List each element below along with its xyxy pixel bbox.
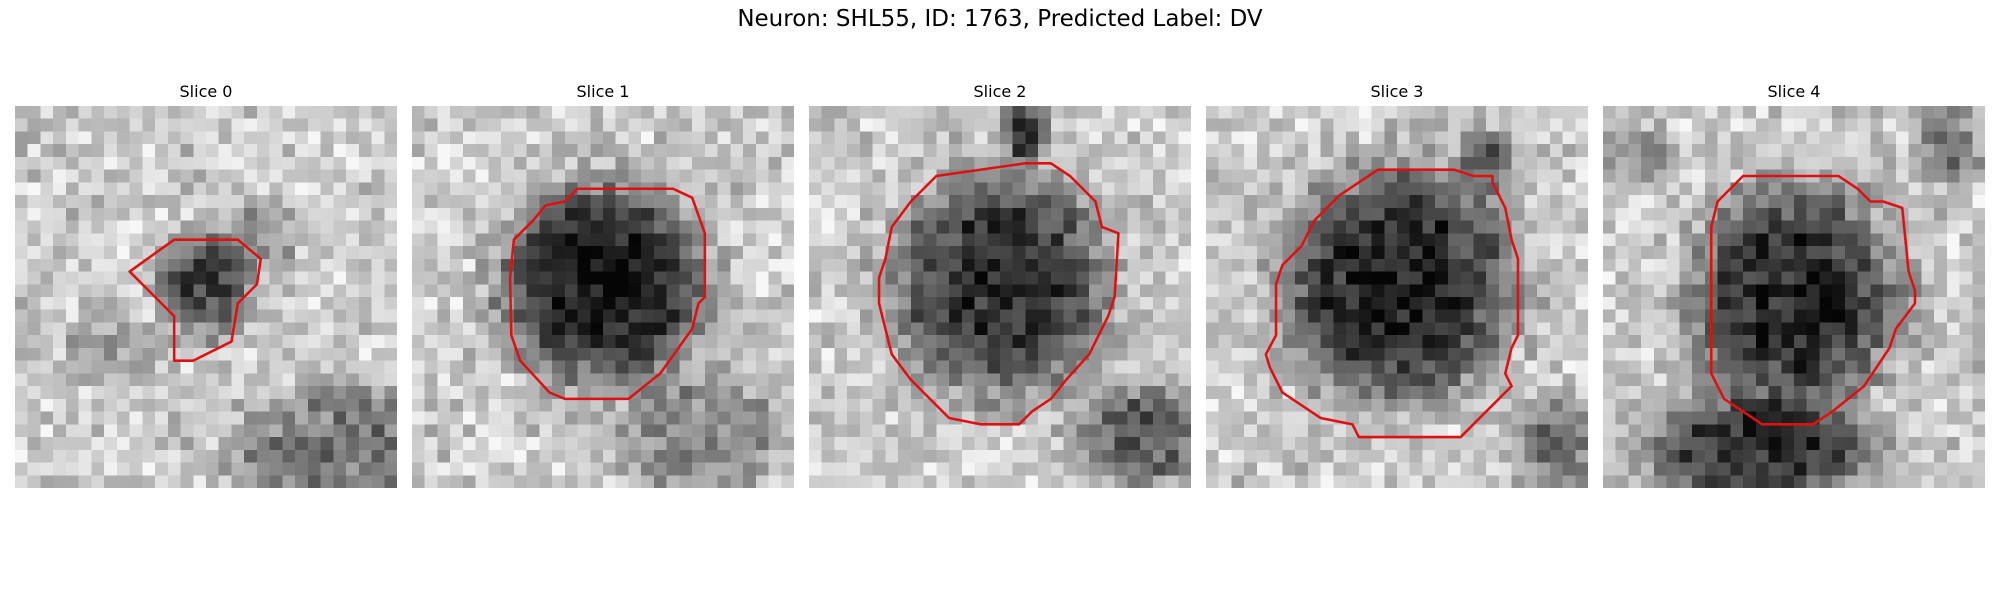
slice-panel-3: Slice 3 (1206, 82, 1588, 488)
segmentation-outline (877, 162, 1120, 426)
slice-panel-4: Slice 4 (1603, 82, 1985, 488)
slice-image (1206, 106, 1588, 488)
slice-panel-1: Slice 1 (412, 82, 794, 488)
segmentation-outline (1709, 174, 1917, 426)
slice-title: Slice 2 (973, 82, 1027, 101)
slice-image (809, 106, 1191, 488)
slice-panel-2: Slice 2 (809, 82, 1191, 488)
slice-title: Slice 0 (179, 82, 233, 101)
pixel-grid (809, 106, 1191, 488)
slice-panel-0: Slice 0 (15, 82, 397, 488)
pixel-grid (412, 106, 794, 488)
pixel-grid (15, 106, 397, 488)
segmentation-outline (1264, 168, 1520, 439)
slice-image (1603, 106, 1985, 488)
slice-image (15, 106, 397, 488)
slice-title: Slice 1 (576, 82, 630, 101)
pixel-grid (1603, 106, 1985, 488)
segmentation-outline (128, 238, 263, 362)
slice-image (412, 106, 794, 488)
slice-title: Slice 3 (1370, 82, 1424, 101)
segmentation-outline (508, 187, 707, 401)
pixel-grid (1206, 106, 1588, 488)
slice-title: Slice 4 (1767, 82, 1821, 101)
figure-title: Neuron: SHL55, ID: 1763, Predicted Label… (737, 6, 1263, 32)
